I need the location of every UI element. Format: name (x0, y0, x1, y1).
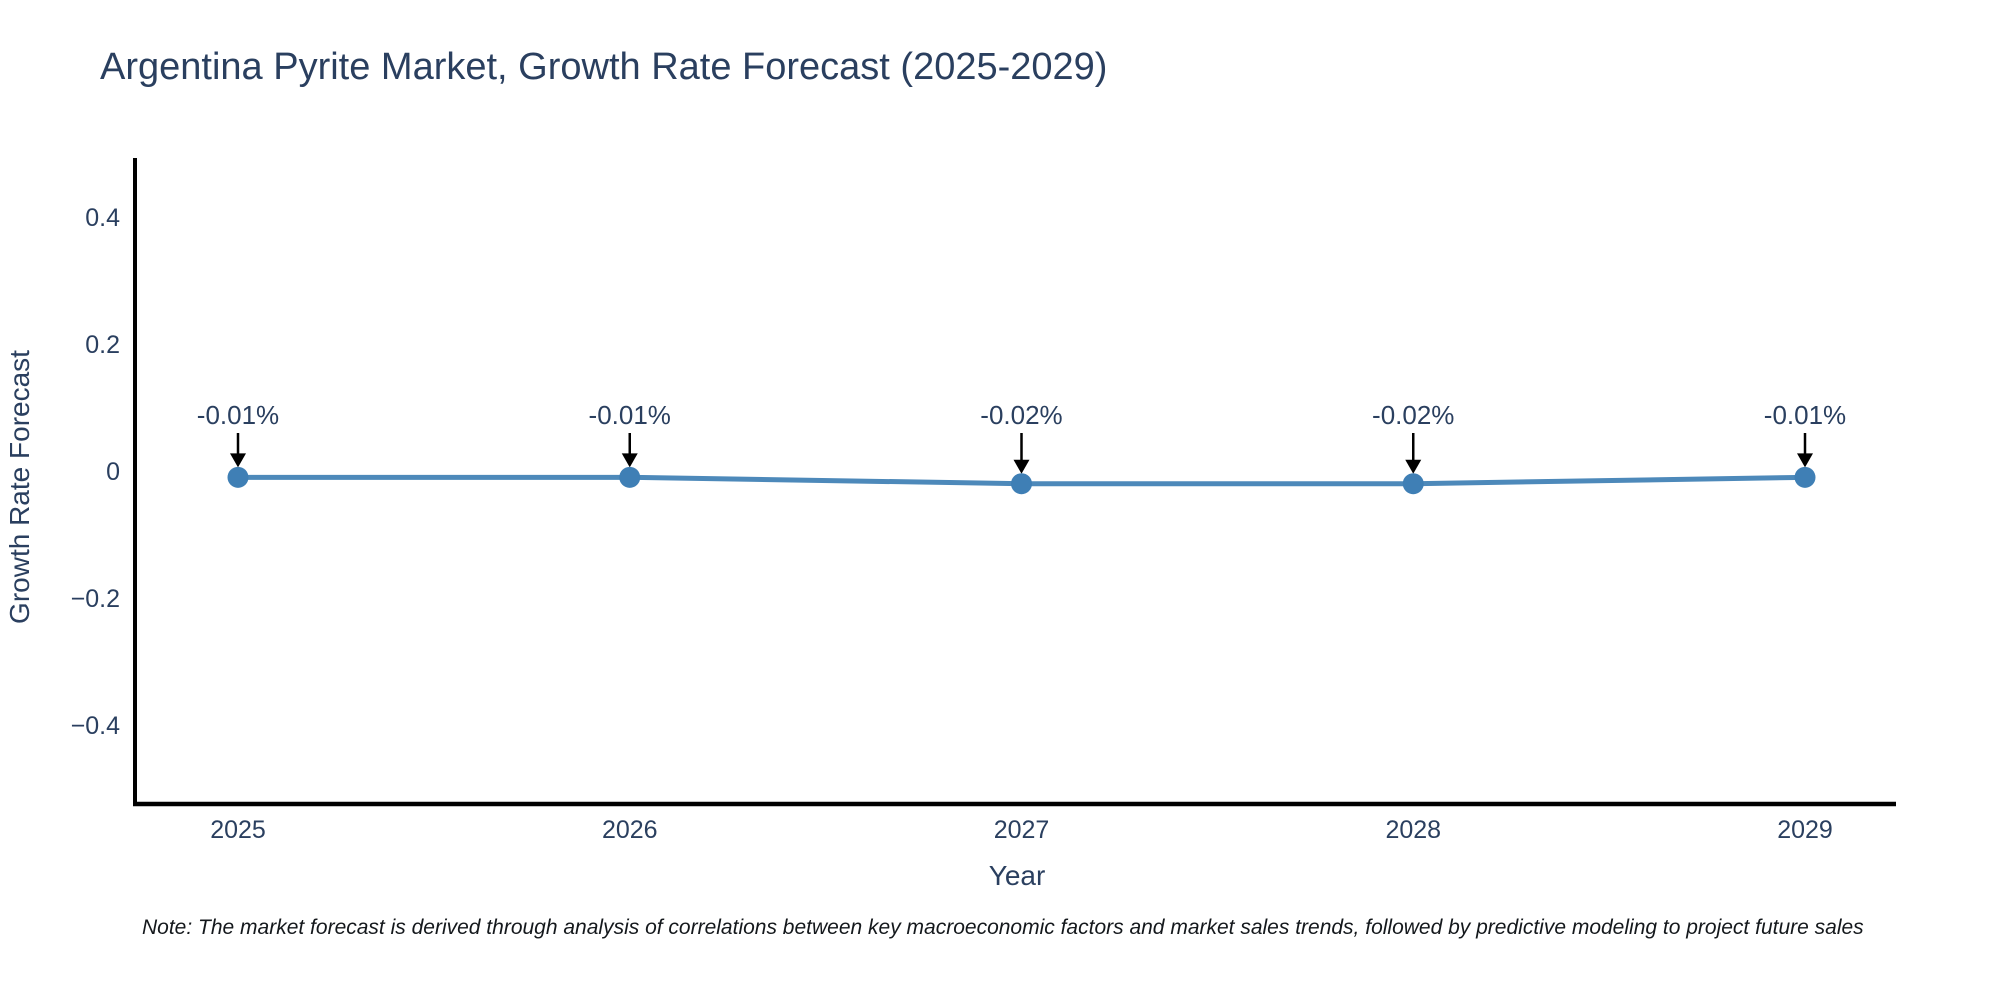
annotation-label: -0.01% (197, 400, 279, 430)
annotation-label: -0.01% (1764, 400, 1846, 430)
x-tick-label: 2029 (1777, 816, 1833, 844)
y-tick-label: 0.2 (85, 331, 120, 359)
annotation-arrowhead (1013, 459, 1030, 474)
annotation-label: -0.02% (980, 400, 1062, 430)
y-axis-title-text: Growth Rate Forecast (4, 350, 35, 624)
annotation-arrowhead (1405, 459, 1422, 474)
x-tick-label: 2026 (602, 816, 658, 844)
x-tick-label: 2028 (1385, 816, 1441, 844)
annotation-arrowhead (1797, 453, 1813, 468)
annotation-arrowhead (230, 453, 246, 468)
footnote: Note: The market forecast is derived thr… (142, 916, 1864, 939)
y-tick-label: 0 (106, 458, 120, 486)
y-tick-label: 0.4 (85, 204, 120, 232)
annotation-label: -0.01% (589, 400, 671, 430)
x-axis-title: Year (988, 860, 1046, 891)
x-tick-label: 2025 (210, 816, 266, 844)
chart-title: Argentina Pyrite Market, Growth Rate For… (100, 46, 1108, 88)
y-tick-label: −0.4 (71, 712, 120, 740)
x-tick-label: 2027 (994, 816, 1050, 844)
data-point-marker[interactable] (619, 466, 641, 488)
annotation-arrowhead (621, 453, 638, 468)
y-tick-label: −0.2 (71, 585, 120, 613)
data-point-marker[interactable] (1402, 473, 1424, 495)
annotation-label: -0.02% (1372, 400, 1454, 430)
data-point-marker[interactable] (227, 466, 249, 488)
data-point-marker[interactable] (1011, 473, 1032, 495)
data-point-marker[interactable] (1794, 466, 1816, 488)
